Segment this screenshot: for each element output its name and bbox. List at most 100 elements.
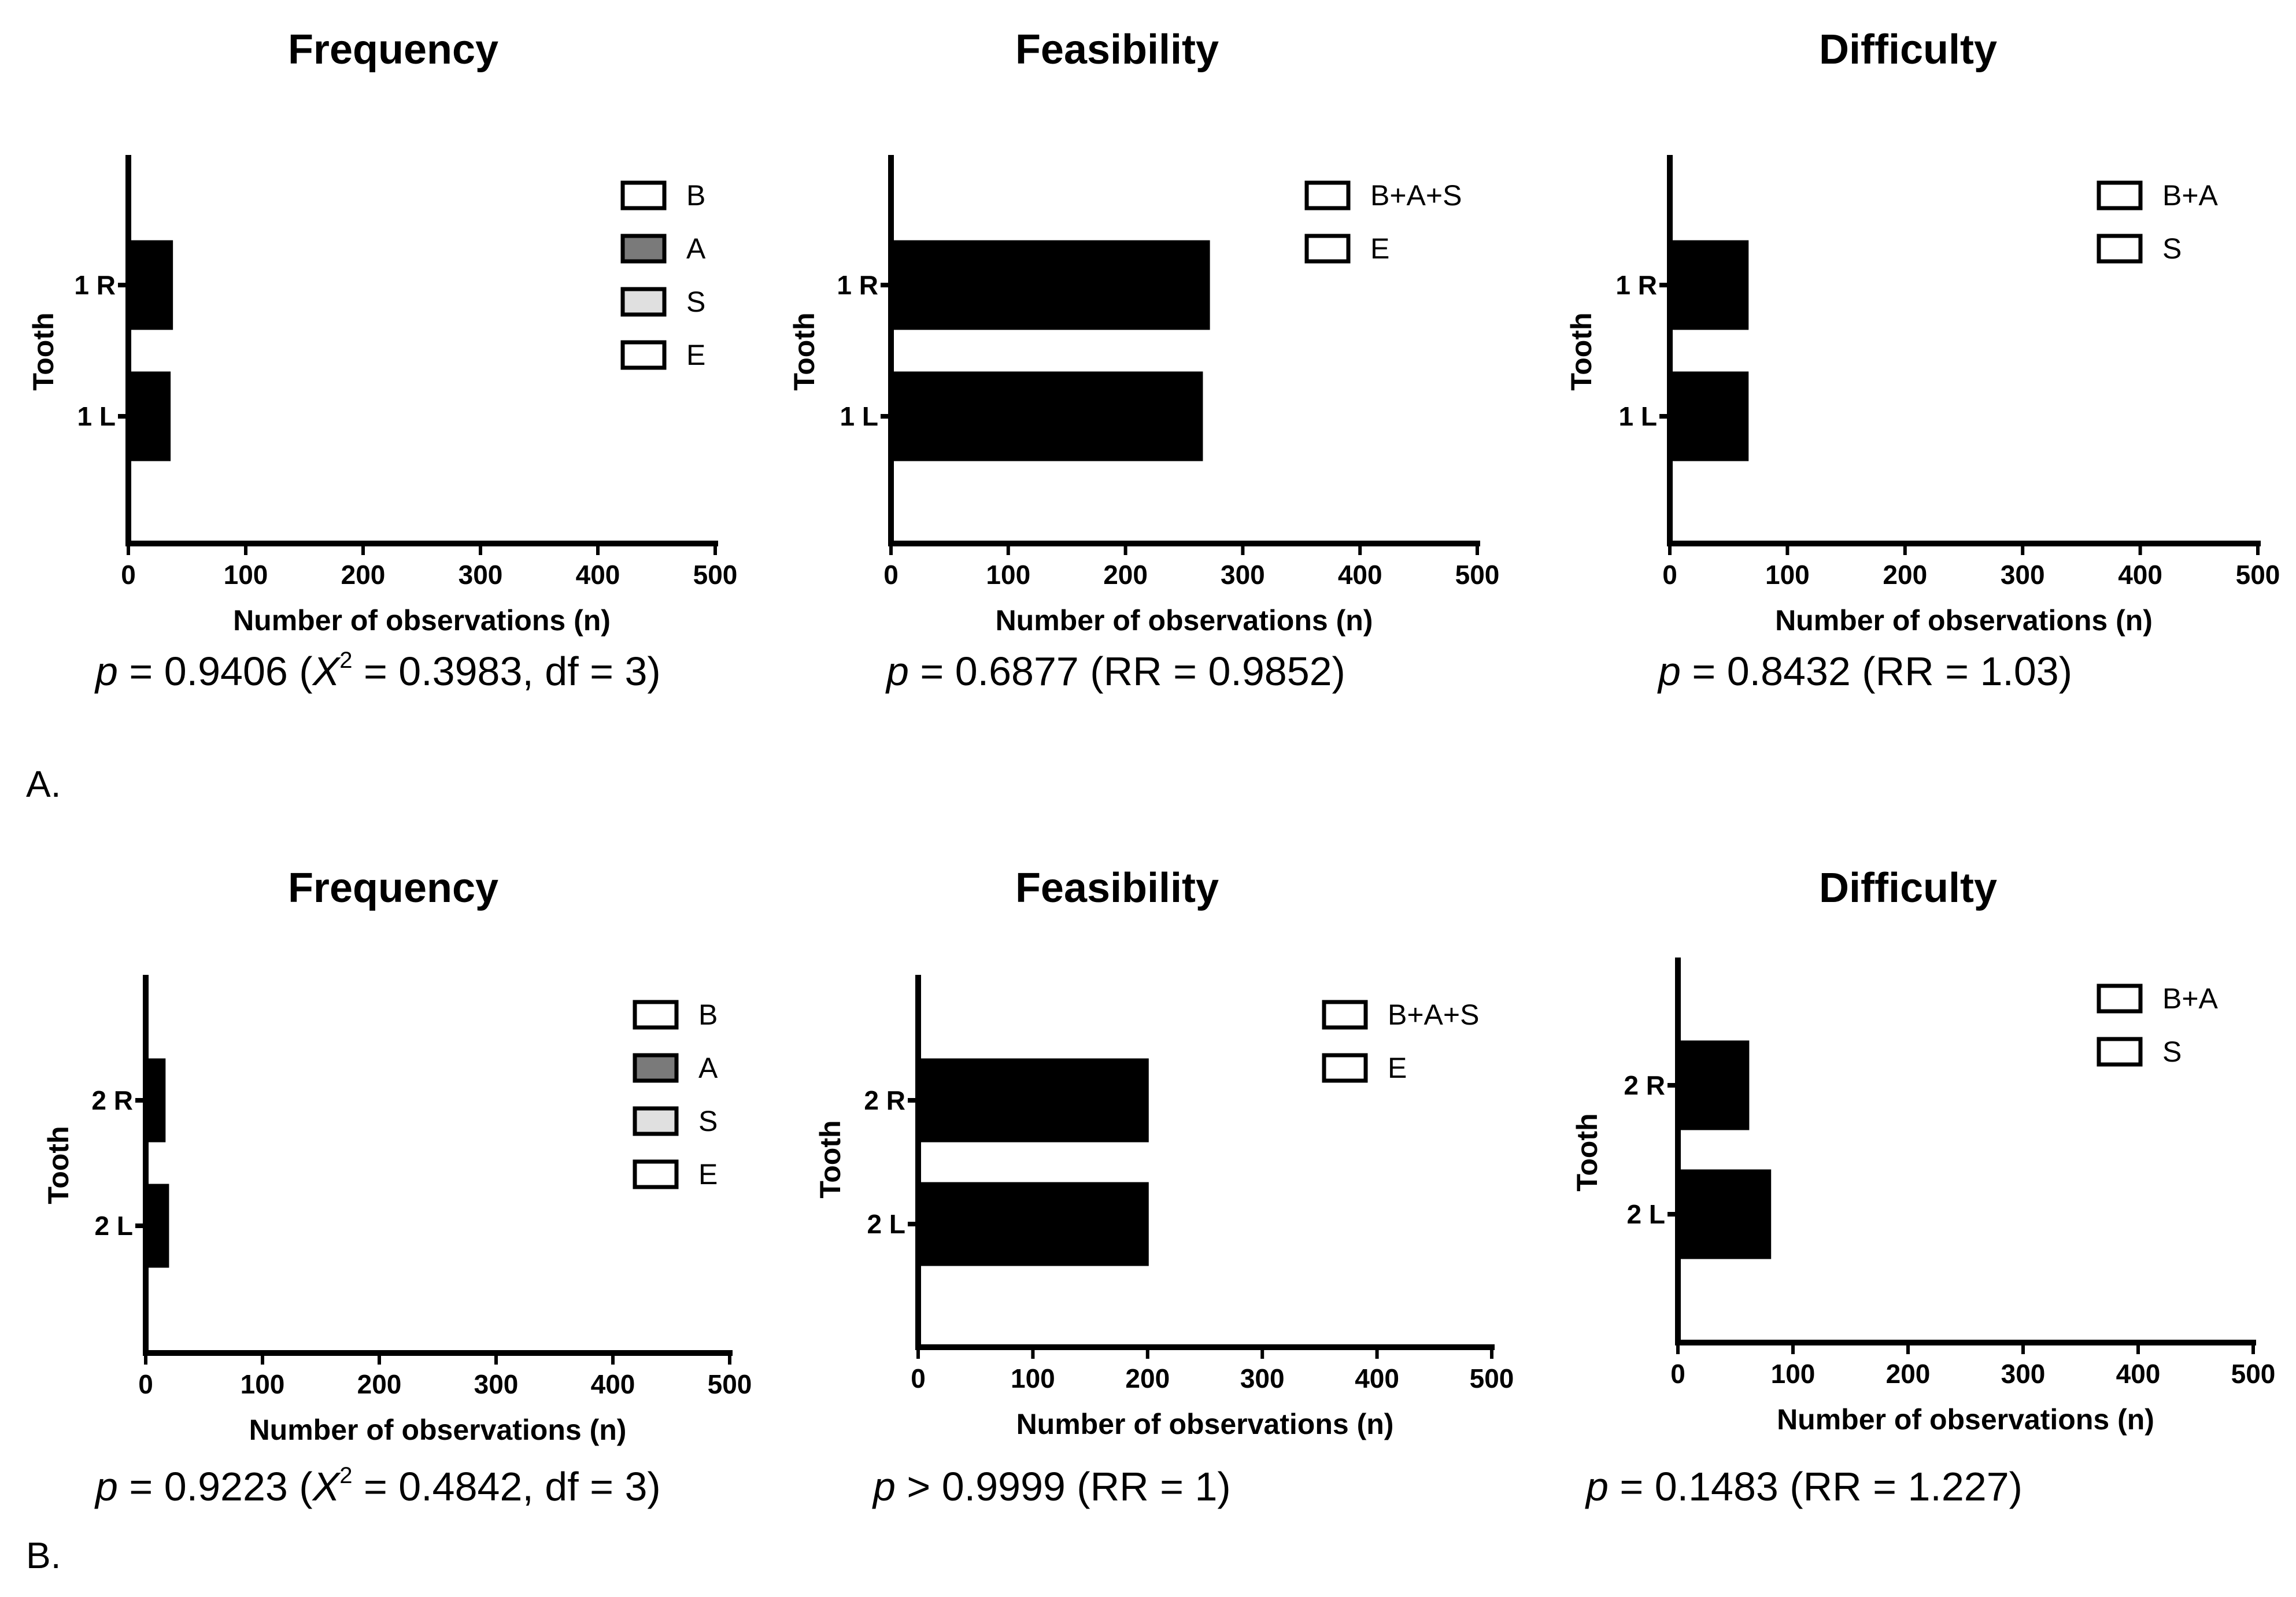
legend-swatch: [620, 180, 667, 210]
y-tick-label: 1 L: [1619, 401, 1657, 431]
bar-2-l: [918, 1182, 1149, 1266]
y-tick-label: 1 R: [74, 270, 116, 300]
x-tick-label: 400: [1338, 560, 1382, 590]
y-tick-label: 1 L: [840, 401, 878, 431]
x-tick-label: 400: [576, 560, 620, 590]
x-tick-label: 300: [1240, 1363, 1285, 1393]
bar-1-r: [128, 240, 173, 330]
y-tick-label: 1 R: [837, 270, 878, 300]
legend-swatch: [2097, 984, 2143, 1014]
legend-label: B+A+S: [1388, 999, 1479, 1031]
x-tick-label: 500: [2236, 560, 2280, 590]
legend-swatch: [2097, 180, 2143, 210]
x-tick-label: 100: [241, 1369, 285, 1399]
legend-label: S: [698, 1105, 718, 1137]
stat-text: p > 0.9999 (RR = 1): [872, 1464, 1231, 1509]
x-tick-label: 0: [1670, 1359, 1685, 1389]
x-tick-label: 500: [708, 1369, 752, 1399]
x-axis-label: Number of observations (n): [233, 604, 611, 637]
x-tick-label: 400: [1355, 1363, 1399, 1393]
legend-label: B: [698, 999, 718, 1031]
legend-swatch: [633, 1159, 679, 1189]
bar-1-l: [1670, 371, 1749, 461]
bar-1-l: [128, 371, 171, 461]
chart-title: Feasibility: [1015, 865, 1219, 911]
legend-label: S: [2162, 232, 2182, 265]
y-axis-label: Tooth: [1571, 1113, 1603, 1191]
x-tick-label: 200: [1886, 1359, 1931, 1389]
x-tick-label: 200: [1125, 1363, 1170, 1393]
legend-swatch: [633, 1106, 679, 1136]
x-tick-label: 200: [357, 1369, 402, 1399]
x-tick-label: 400: [591, 1369, 635, 1399]
legend-label: E: [698, 1158, 718, 1191]
x-axis-label: Number of observations (n): [1016, 1408, 1394, 1440]
chart-title: Difficulty: [1819, 865, 1997, 911]
chart-b-left: Frequency 2 R 2 L 0 100 200 300 400 500 Number of…: [42, 865, 752, 1509]
legend-swatch: [2097, 1037, 2143, 1067]
chart-a-middle: Feasibility 1 R 1 L 0 100 200 300 400 500 Number …: [788, 27, 1499, 694]
y-axis-label: Tooth: [788, 312, 820, 390]
chart-b-right: Difficulty 2 R 2 L 0 100 200 300 400 500 Number o…: [1571, 865, 2275, 1509]
legend-swatch: [620, 340, 667, 370]
legend-label: B+A+S: [1370, 179, 1462, 212]
x-tick-label: 100: [1011, 1363, 1055, 1393]
chart-title: Frequency: [288, 27, 498, 73]
legend-swatch: [620, 234, 667, 264]
y-tick-label: 1 L: [77, 401, 116, 431]
legend-swatch: [1304, 234, 1351, 264]
x-tick-label: 500: [1470, 1363, 1514, 1393]
bar-2-l: [1678, 1169, 1772, 1259]
legend-swatch: [1304, 180, 1351, 210]
x-tick-label: 500: [2231, 1359, 2276, 1389]
y-tick-label: 2 R: [91, 1085, 133, 1115]
legend-label: B+A: [2162, 982, 2219, 1015]
stat-text: p = 0.1483 (RR = 1.227): [1585, 1464, 2023, 1509]
x-axis-label: Number of observations (n): [1775, 604, 2153, 637]
x-tick-label: 300: [459, 560, 503, 590]
x-tick-label: 400: [2116, 1359, 2161, 1389]
panel-label-a: A.: [26, 763, 61, 805]
x-tick-label: 300: [474, 1369, 519, 1399]
y-tick-label: 2 L: [867, 1209, 905, 1239]
legend-swatch: [633, 1000, 679, 1030]
bar-2-l: [146, 1184, 169, 1268]
y-axis-label: Tooth: [1565, 312, 1598, 390]
legend-label: E: [1370, 232, 1389, 265]
chart-title: Frequency: [288, 865, 498, 911]
x-tick-label: 100: [1765, 560, 1810, 590]
y-tick-label: 2 R: [864, 1085, 905, 1115]
stat-text: p = 0.9223 (X2 = 0.4842, df = 3): [94, 1463, 661, 1509]
legend-label: E: [686, 339, 705, 371]
chart-a-left: Frequency 1 R 1 L 0 100 200 300 400 500 Number of…: [27, 27, 737, 694]
stat-text: p = 0.6877 (RR = 0.9852): [885, 649, 1345, 694]
bar-1-r: [1670, 240, 1749, 330]
chart-title: Difficulty: [1819, 27, 1997, 73]
legend-swatch: [1322, 1053, 1368, 1083]
x-tick-label: 200: [341, 560, 386, 590]
chart-b-middle: Feasibility 2 R 2 L 0 100 200 300 400 500 Number …: [814, 865, 1514, 1509]
x-tick-label: 0: [121, 560, 136, 590]
x-tick-label: 300: [2001, 1359, 2046, 1389]
x-tick-label: 300: [1221, 560, 1265, 590]
chart-a-right: Difficulty 1 R 1 L 0 100 200 300 400 500 Number o…: [1565, 27, 2280, 694]
x-tick-label: 500: [693, 560, 738, 590]
y-tick-label: 2 L: [95, 1211, 133, 1241]
x-tick-label: 200: [1103, 560, 1148, 590]
x-tick-label: 0: [911, 1363, 926, 1393]
x-tick-label: 0: [1662, 560, 1677, 590]
x-tick-label: 0: [138, 1369, 153, 1399]
legend-label: E: [1388, 1052, 1407, 1084]
panel-label-b: B.: [26, 1535, 61, 1576]
bar-1-r: [891, 240, 1210, 330]
y-tick-label: 2 L: [1627, 1199, 1665, 1229]
x-tick-label: 200: [1883, 560, 1927, 590]
legend-label: A: [686, 232, 706, 265]
legend-swatch: [1322, 1000, 1368, 1030]
y-axis-label: Tooth: [42, 1126, 75, 1204]
x-tick-label: 0: [883, 560, 899, 590]
x-tick-label: 100: [224, 560, 268, 590]
x-tick-label: 500: [1455, 560, 1500, 590]
legend-label: B: [686, 179, 705, 212]
